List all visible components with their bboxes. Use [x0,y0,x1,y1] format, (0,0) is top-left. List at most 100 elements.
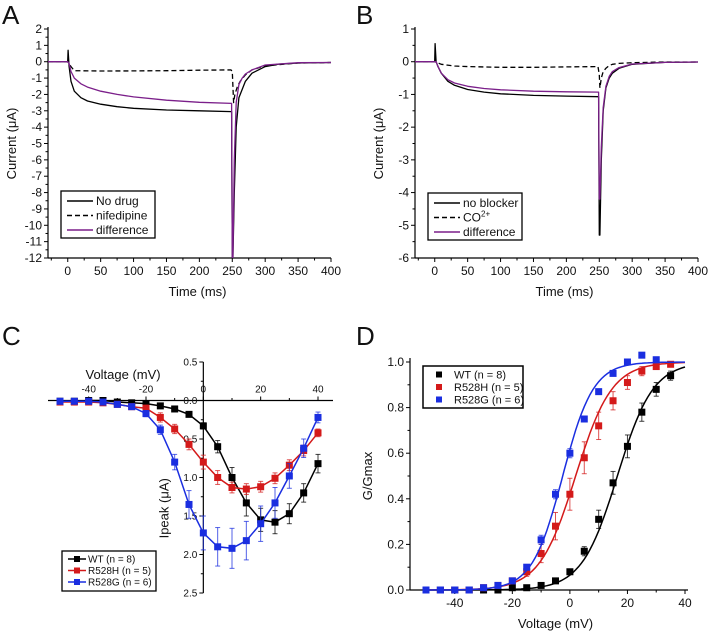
legend-label: R528G (n = 6) [454,395,524,407]
y-tick-label: -5 [31,137,42,151]
x-tick-label: -40 [446,596,464,610]
data-point-wt [623,442,631,450]
x-tick-label: -20 [504,596,522,610]
data-point-r528h [242,485,250,493]
panel-label-b: B [356,0,373,30]
y-tick-label: -1 [398,87,409,101]
data-point-r528g [199,529,207,537]
data-point-wt [228,474,236,481]
x-tick-label: 400 [688,264,708,278]
data-point-wt [537,581,545,589]
x-tick-label: 200 [556,264,576,278]
legend-label: No drug [96,194,139,208]
data-point-r528g [242,537,250,545]
y-tick-label: 0 [402,55,409,69]
y-tick-label: 1.0 [387,355,404,369]
y-tick-label: 0.0 [183,396,197,407]
x-axis-label: Time (ms) [535,284,593,299]
x-tick-label: -20 [139,385,154,396]
legend-marker [74,567,80,574]
data-point-wt [242,499,250,507]
y-tick-label: -4 [398,186,409,200]
data-point-r528g [271,499,279,507]
data-point-r528h [652,363,660,371]
data-point-r528g [465,586,473,594]
data-point-wt [300,489,308,497]
y-tick-label: 2.0 [183,550,197,561]
data-point-r528g [99,398,107,406]
legend-label: R528H (n = 5) [88,566,151,577]
y-tick-label: -3 [398,153,409,167]
data-point-wt [156,402,164,410]
y-axis-label: G/Gmax [360,451,375,500]
series-line-nifedipine [48,61,331,104]
data-point-r528g [580,415,588,423]
data-point-r528h [623,379,631,387]
x-tick-label: 150 [523,264,543,278]
y-tick-label: -1 [31,71,42,85]
y-tick-label: -2 [31,87,42,101]
data-point-r528g [523,563,531,571]
data-point-r528g [422,586,430,594]
x-tick-label: 350 [288,264,308,278]
data-point-wt [652,385,660,393]
y-axis-label: Ipeak (μA) [156,478,171,538]
data-point-r528g [70,397,78,405]
data-point-wt [171,405,179,413]
panel-a-chart: 0 50 100 150 200 250 300 350 400 2 1 0 -1 -2 -3 -4 -5 -6 -… [4,22,341,299]
data-point-wt [638,408,646,416]
x-tick-label: 0 [567,596,574,610]
y-tick-label: -4 [31,120,42,134]
panel-label-d: D [356,321,375,351]
data-point-r528g [171,458,179,466]
data-point-r528g [185,500,193,508]
y-tick-label: -7 [31,169,42,183]
y-axis-label: Current (μA) [371,108,386,180]
x-tick-label: 350 [655,264,675,278]
data-point-r528g [113,400,121,408]
x-tick-label: 150 [156,264,176,278]
data-point-r528h [552,522,559,530]
y-tick-label: -9 [31,202,42,216]
y-tick-label: 0 [35,55,42,69]
legend-marker [74,556,80,562]
data-point-r528h [185,440,193,448]
data-point-r528h [228,484,236,492]
data-point-r528g [494,581,502,589]
data-point-r528h [667,360,675,368]
series-line-no-drug [48,49,331,258]
legend-label: no blocker [463,196,518,210]
data-point-wt [523,584,531,592]
y-tick-label: -11 [26,235,43,249]
y-tick-label: 0.5 [183,435,197,446]
data-point-r528g [128,403,136,411]
legend-label: R528G (n = 6) [88,578,152,589]
x-tick-label: 50 [94,264,108,278]
y-tick-label: 0.4 [387,492,404,506]
data-point-r528g [436,586,444,594]
data-point-r528h [171,425,179,433]
data-point-r528h [609,397,617,405]
x-axis-label: Voltage (mV) [518,616,593,631]
y-tick-label: -2 [398,120,409,134]
data-point-wt [580,547,588,555]
data-point-r528h [537,550,545,558]
y-tick-label: -6 [398,251,409,265]
data-point-wt [314,460,322,468]
data-point-wt [494,586,502,594]
x-tick-label: 40 [678,596,692,610]
data-point-wt [185,410,193,418]
x-tick-label: 200 [189,264,209,278]
y-tick-label: 0.8 [387,401,404,415]
legend-marker [436,396,442,403]
data-point-wt [609,479,617,487]
panel-b-chart: 0 50 100 150 200 250 300 350 400 1 0 -1 -2 -3 -4 -5 -6 Ti… [371,22,708,299]
y-tick-label: 0.2 [387,537,404,551]
data-point-r528h [214,474,222,481]
data-point-wt [285,510,293,518]
y-tick-label: -5 [398,218,409,232]
legend-marker [436,371,442,378]
data-point-r528h [142,404,150,412]
x-tick-label: 300 [255,264,275,278]
